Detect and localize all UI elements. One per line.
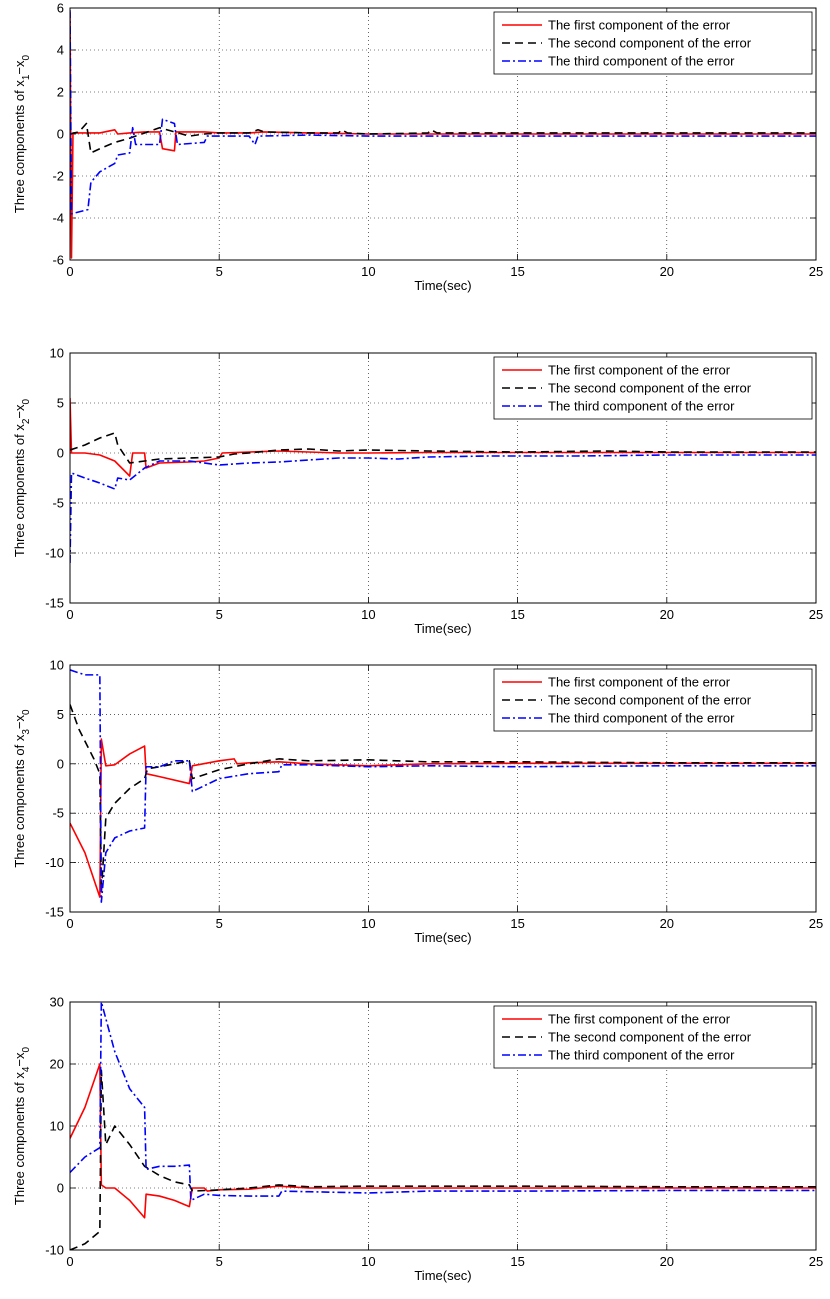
y-tick-label: 0: [57, 127, 64, 142]
y-tick-label: 4: [57, 43, 64, 58]
y-tick-label: 20: [50, 1057, 64, 1072]
legend-box: [493, 11, 813, 75]
x-tick-label: 15: [510, 1254, 524, 1269]
x-tick-label: 5: [216, 264, 223, 279]
y-tick-label: 6: [57, 1, 64, 16]
axes-frame: [69, 352, 817, 604]
y-tick-label: 0: [57, 446, 64, 461]
y-tick-label: -2: [52, 169, 64, 184]
y-tick-label: -6: [52, 253, 64, 268]
x-tick-label: 10: [361, 916, 375, 931]
legend-label: The second component of the error: [548, 693, 752, 708]
legend: The first component of the error The seco…: [493, 356, 813, 420]
legend-box: [493, 668, 813, 732]
x-tick-label: 0: [66, 264, 73, 279]
x-tick-label: 10: [361, 264, 375, 279]
subplot-2: 0 5 10 15 20 25 -15 -10 -5 0 5 10 The first componen…: [12, 346, 823, 637]
x-tick-label: 15: [510, 264, 524, 279]
series-line-3: [70, 10, 816, 215]
legend: The first component of the error The seco…: [493, 11, 813, 75]
axes-frame: [69, 7, 817, 261]
x-tick-label: 0: [66, 1254, 73, 1269]
y-axis-label: Three components of x2−x0: [12, 398, 32, 557]
x-tick-label: 20: [660, 1254, 674, 1269]
legend: The first component of the error The seco…: [493, 668, 813, 732]
series-line-2: [70, 432, 816, 464]
y-tick-label: -10: [45, 546, 64, 561]
x-tick-label: 20: [660, 916, 674, 931]
x-tick-label: 25: [809, 264, 823, 279]
subplot-3: 0 5 10 15 20 25 -15 -10 -5 0 5 10 The first componen…: [12, 658, 823, 946]
legend-box: [493, 1005, 813, 1069]
x-tick-label: 20: [660, 264, 674, 279]
legend-label: The first component of the error: [548, 1012, 731, 1027]
y-tick-label: 10: [50, 346, 64, 361]
legend-label: The third component of the error: [548, 1048, 735, 1063]
legend-box: [493, 356, 813, 420]
y-tick-label: -5: [52, 496, 64, 511]
x-axis-label: Time(sec): [414, 621, 471, 636]
x-axis-label: Time(sec): [414, 1268, 471, 1283]
axes-frame: [69, 664, 817, 913]
y-axis-label: Three components of x3−x0: [12, 709, 32, 868]
series-line-2: [70, 1069, 816, 1250]
y-axis-label: Three components of x1−x0: [12, 54, 32, 213]
series-group: [70, 1002, 816, 1250]
legend-label: The second component of the error: [548, 381, 752, 396]
x-axis-label: Time(sec): [414, 930, 471, 945]
series-line-1: [70, 738, 816, 898]
x-axis-label: Time(sec): [414, 278, 471, 293]
x-tick-label: 25: [809, 916, 823, 931]
x-tick-label: 10: [361, 1254, 375, 1269]
x-tick-label: 10: [361, 607, 375, 622]
x-tick-label: 0: [66, 607, 73, 622]
y-tick-label: 0: [57, 756, 64, 771]
legend-label: The second component of the error: [548, 1030, 752, 1045]
x-tick-label: 20: [660, 607, 674, 622]
series-line-3: [70, 1002, 816, 1202]
legend-label: The second component of the error: [548, 36, 752, 51]
x-tick-label: 5: [216, 607, 223, 622]
x-tick-label: 5: [216, 916, 223, 931]
x-tick-label: 15: [510, 607, 524, 622]
series-group: [70, 669, 816, 903]
y-tick-label: 30: [50, 995, 64, 1010]
x-tick-label: 25: [809, 607, 823, 622]
series-line-3: [70, 669, 816, 903]
y-tick-label: -4: [52, 211, 64, 226]
y-tick-label: 2: [57, 85, 64, 100]
x-tick-label: 15: [510, 916, 524, 931]
x-tick-label: 5: [216, 1254, 223, 1269]
legend-label: The third component of the error: [548, 711, 735, 726]
y-tick-label: 10: [50, 658, 64, 673]
y-tick-label: 5: [57, 396, 64, 411]
series-line-1: [70, 397, 816, 477]
y-tick-label: 5: [57, 707, 64, 722]
series-group: [70, 10, 816, 259]
x-tick-label: 0: [66, 916, 73, 931]
series-line-3: [70, 454, 816, 564]
y-tick-label: -10: [45, 1243, 64, 1258]
series-line-2: [70, 122, 816, 154]
axes-frame: [69, 1001, 817, 1251]
y-tick-label: 10: [50, 1119, 64, 1134]
legend: The first component of the error The seco…: [493, 1005, 813, 1069]
y-axis-label: Three components of x4−x0: [12, 1046, 32, 1205]
legend-label: The first component of the error: [548, 18, 731, 33]
y-tick-label: -15: [45, 905, 64, 920]
subplot-1: 0 5 10 15 20 25 -6 -4 -2 0 2 4 6 The first component …: [12, 1, 823, 294]
x-tick-label: 25: [809, 1254, 823, 1269]
y-tick-label: -10: [45, 855, 64, 870]
y-tick-label: 0: [57, 1181, 64, 1196]
legend-label: The third component of the error: [548, 54, 735, 69]
series-group: [70, 397, 816, 564]
legend-label: The first component of the error: [548, 675, 731, 690]
legend-label: The third component of the error: [548, 399, 735, 414]
y-tick-label: -15: [45, 596, 64, 611]
y-tick-label: -5: [52, 806, 64, 821]
legend-label: The first component of the error: [548, 363, 731, 378]
